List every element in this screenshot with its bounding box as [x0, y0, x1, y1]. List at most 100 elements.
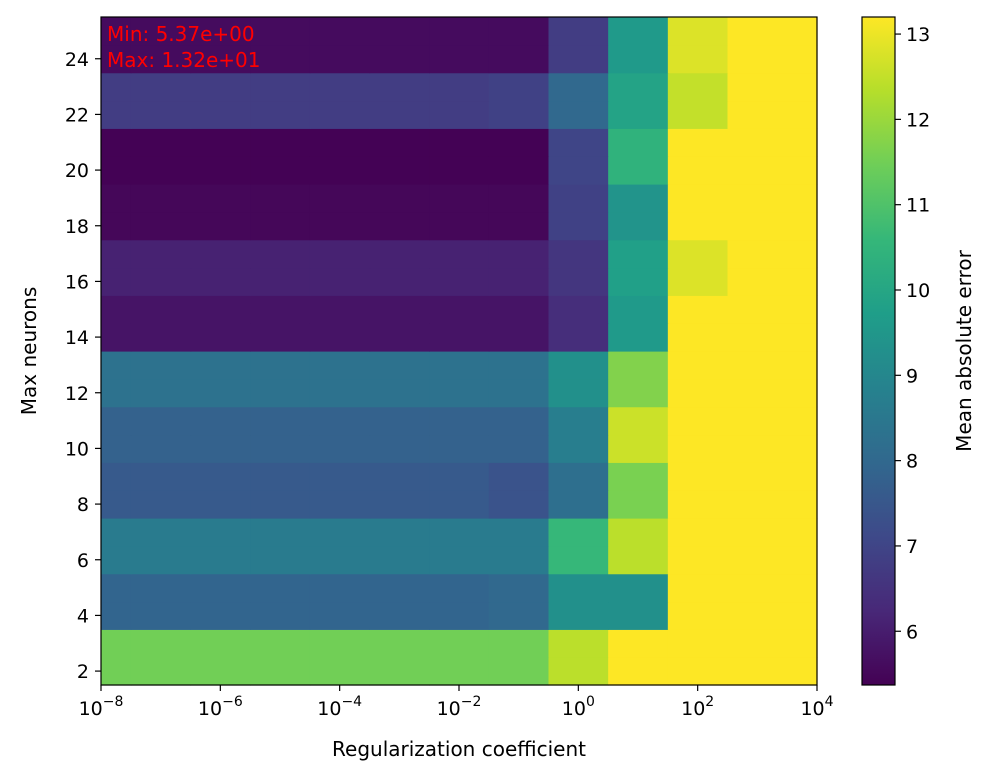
- x-tick-label: 10−2: [437, 694, 482, 720]
- heatmap-cell: [608, 267, 669, 296]
- x-tick-label: 104: [800, 694, 833, 720]
- heatmap-cell: [101, 351, 132, 380]
- heatmap-cell: [488, 406, 550, 436]
- heatmap-cell: [190, 462, 251, 491]
- heatmap-cell: [309, 267, 371, 296]
- heatmap-cell: [667, 128, 729, 157]
- heatmap-cell: [727, 128, 818, 157]
- colorbar-ticks: 6 7 8 9 10 11 12 13: [895, 24, 930, 643]
- colorbar-tick-label: 11: [906, 195, 930, 217]
- heatmap-cell: [727, 100, 818, 129]
- heatmap-cell: [369, 545, 430, 575]
- heatmap-cell: [608, 518, 669, 547]
- heatmap-cell: [727, 434, 818, 463]
- heatmap-cell: [190, 100, 251, 129]
- heatmap-cell: [488, 44, 550, 74]
- heatmap-cell: [250, 128, 311, 157]
- heatmap-cell: [130, 211, 192, 241]
- heatmap-cell: [548, 351, 609, 380]
- heatmap-cell: [608, 351, 669, 380]
- heatmap-cell: [130, 351, 192, 380]
- heatmap-cell: [369, 156, 430, 185]
- heatmap-cell: [429, 434, 490, 463]
- heatmap-cell: [309, 128, 371, 157]
- heatmap-cell: [130, 434, 192, 463]
- heatmap-cell: [667, 629, 729, 658]
- heatmap-cell: [608, 156, 669, 185]
- heatmap-cell: [727, 545, 818, 575]
- heatmap-cell: [488, 490, 550, 519]
- heatmap-cell: [488, 629, 550, 658]
- heatmap-cell: [727, 462, 818, 491]
- heatmap-cell: [101, 156, 132, 185]
- heatmap-cell: [548, 128, 609, 157]
- heatmap-cell: [608, 211, 669, 241]
- heatmap-cell: [548, 211, 609, 241]
- heatmap-cell: [548, 629, 609, 658]
- heatmap-cell: [429, 239, 490, 269]
- heatmap-cell: [190, 156, 251, 185]
- heatmap-cell: [101, 518, 132, 547]
- y-tick-label: 2: [77, 661, 89, 683]
- heatmap-cell: [190, 406, 251, 436]
- heatmap-cell: [429, 629, 490, 658]
- heatmap-cell: [429, 128, 490, 157]
- heatmap-cell: [250, 323, 311, 352]
- colorbar-tick-label: 13: [906, 24, 930, 46]
- heatmap-cell: [727, 267, 818, 296]
- y-tick-label: 16: [65, 271, 89, 293]
- heatmap-cell: [608, 17, 669, 46]
- heatmap-cell: [250, 211, 311, 241]
- y-axis-label: Max neurons: [17, 287, 41, 415]
- heatmap-cell: [369, 378, 430, 408]
- heatmap-cell: [130, 239, 192, 269]
- heatmap-cell: [548, 100, 609, 129]
- heatmap-cell: [727, 406, 818, 436]
- heatmap-cell: [369, 184, 430, 213]
- heatmap-cell: [429, 406, 490, 436]
- heatmap-cell: [309, 601, 371, 630]
- heatmap-cell: [250, 518, 311, 547]
- heatmap-cell: [667, 211, 729, 241]
- heatmap-cell: [667, 378, 729, 408]
- heatmap-cell: [369, 573, 430, 603]
- heatmap-cell: [667, 462, 729, 491]
- heatmap-cell: [130, 406, 192, 436]
- heatmap-cell: [101, 211, 132, 241]
- heatmap-cell: [369, 434, 430, 463]
- heatmap-cell: [309, 156, 371, 185]
- heatmap-cell: [101, 295, 132, 324]
- heatmap-cell: [190, 295, 251, 324]
- heatmap-cell: [667, 184, 729, 213]
- heatmap-cell: [488, 128, 550, 157]
- heatmap-cell: [667, 406, 729, 436]
- heatmap-cell: [309, 434, 371, 463]
- heatmap-cell: [190, 434, 251, 463]
- heatmap-cell: [101, 267, 132, 296]
- heatmap-cell: [548, 434, 609, 463]
- heatmap-cell: [190, 17, 251, 46]
- heatmap-cell: [130, 601, 192, 630]
- heatmap-cell: [667, 17, 729, 46]
- x-tick-label: 10−6: [198, 694, 243, 720]
- heatmap-cell: [727, 211, 818, 241]
- heatmap-cell: [727, 156, 818, 185]
- heatmap-cell: [369, 44, 430, 74]
- colorbar-tick-label: 10: [906, 280, 930, 302]
- heatmap-cell: [429, 44, 490, 74]
- heatmap-cell: [101, 573, 132, 603]
- heatmap-cell: [250, 184, 311, 213]
- heatmap-cell: [488, 573, 550, 603]
- heatmap-cell: [130, 323, 192, 352]
- heatmap-cell: [130, 17, 192, 46]
- heatmap-cell: [608, 434, 669, 463]
- heatmap-cell: [667, 239, 729, 269]
- heatmap-cell: [130, 184, 192, 213]
- heatmap-cell: [369, 72, 430, 102]
- x-tick-label: 10−8: [79, 694, 124, 720]
- heatmap-cell: [727, 44, 818, 74]
- heatmap-cell: [190, 72, 251, 102]
- heatmap-cell: [727, 72, 818, 102]
- heatmap-cell: [309, 295, 371, 324]
